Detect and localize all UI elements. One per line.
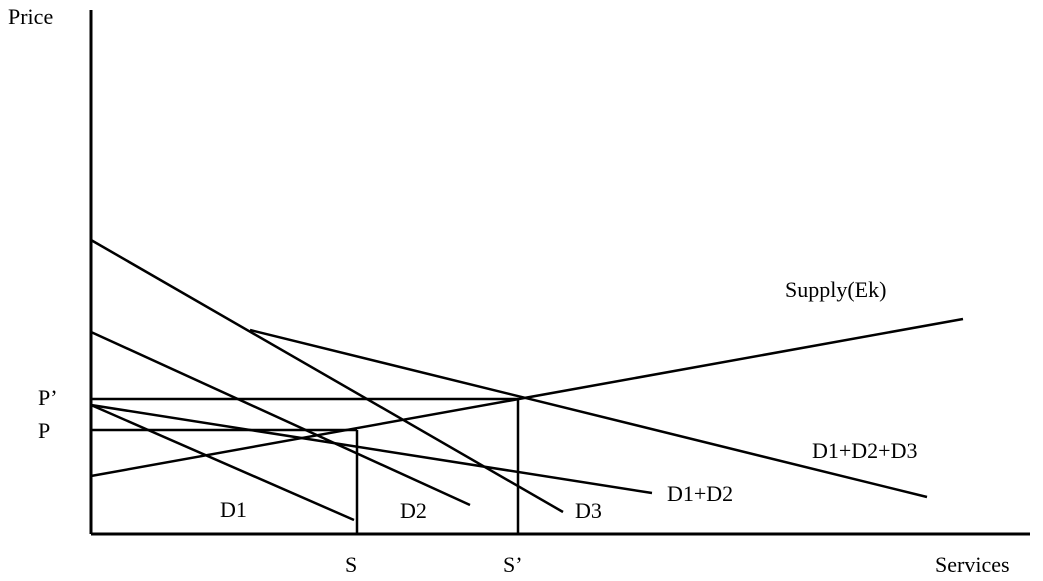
demand-d1-line [90, 403, 355, 522]
d1-label: D1 [220, 497, 247, 522]
s-prime-label: S’ [503, 552, 523, 577]
demand-d3-line [90, 238, 564, 514]
p-label: P [38, 418, 50, 443]
d1-d2-label: D1+D2 [667, 481, 733, 506]
supply-line [90, 317, 964, 478]
d2-label: D2 [400, 498, 427, 523]
demand-d2-line [90, 330, 471, 507]
demand-d1-d2-d3-line [249, 328, 928, 499]
services-axis-label: Services [935, 552, 1010, 577]
d3-label: D3 [575, 498, 602, 523]
p-prime-label: P’ [38, 385, 58, 410]
price-axis-label: Price [8, 4, 53, 29]
supply-label: Supply(Ek) [785, 277, 886, 302]
s-label: S [345, 552, 357, 577]
demand-d1-d2-line [90, 403, 653, 495]
d1-d2-d3-label: D1+D2+D3 [812, 438, 917, 463]
